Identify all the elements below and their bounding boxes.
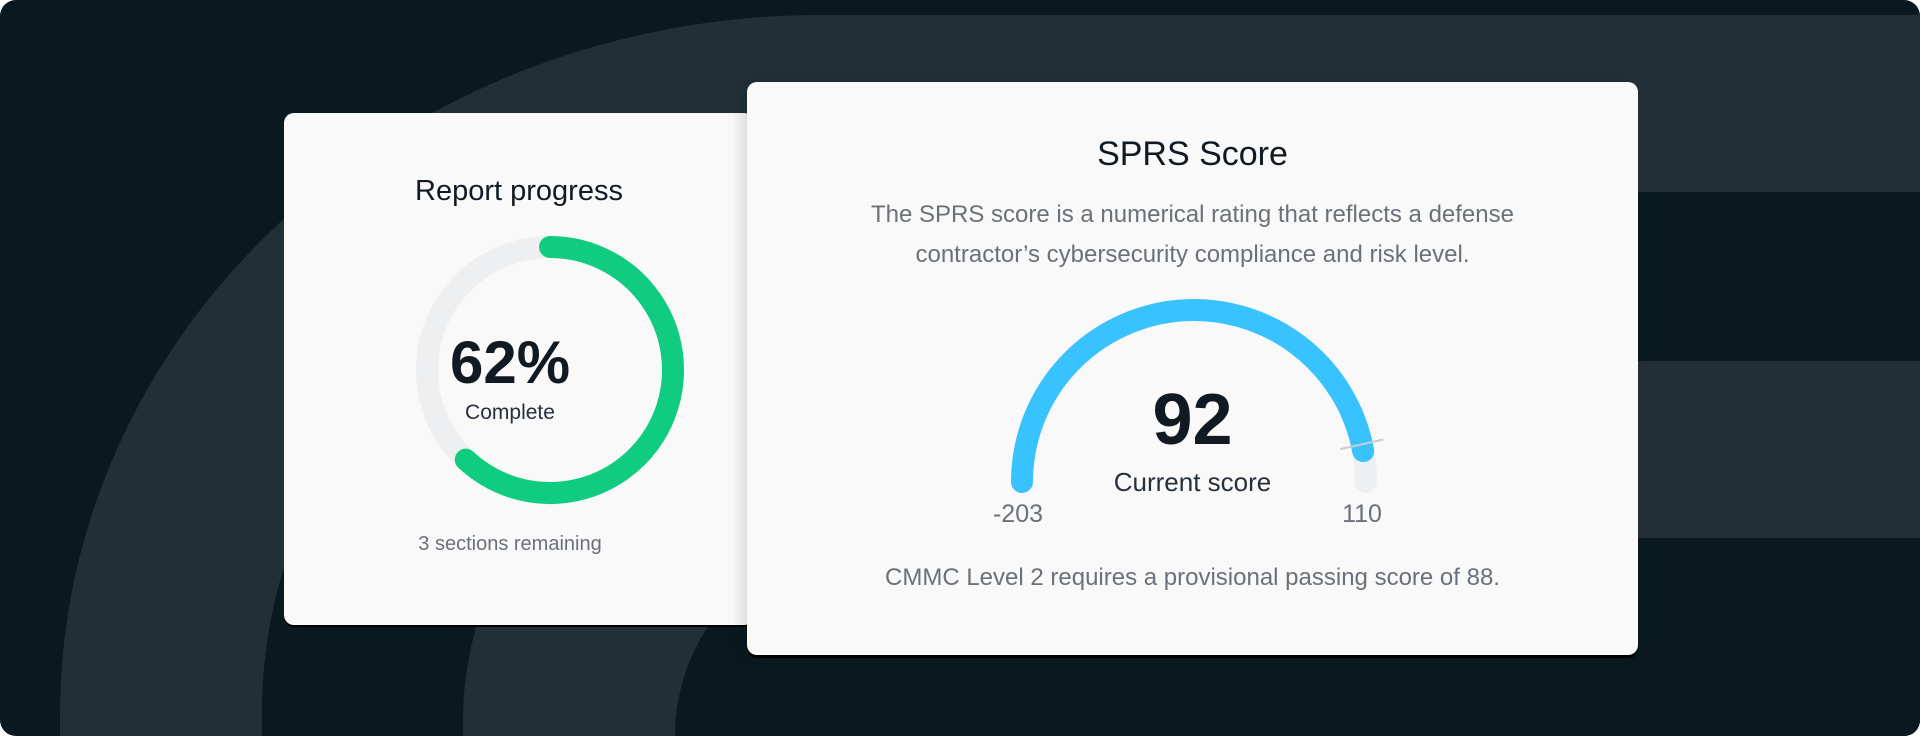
report-progress-card: Report progress 62% Complete 3 sections … [284,113,754,625]
progress-percent: 62% [449,329,571,396]
card-title: SPRS Score [1097,135,1288,173]
passing-score-note: CMMC Level 2 requires a provisional pass… [885,564,1500,591]
gauge-max-label: 110 [1342,500,1382,528]
progress-ring [416,236,684,504]
card-title: Report progress [415,175,623,207]
gauge-min-label: -203 [992,500,1044,528]
score-gauge [1011,299,1384,493]
sprs-score-card: SPRS Score The SPRS score is a numerical… [747,82,1638,655]
progress-status: Complete [465,401,555,424]
sections-remaining: 3 sections remaining [418,533,602,555]
progress-ring-fill [454,236,684,504]
current-score: 92 [1152,380,1233,460]
current-score-caption: Current score [1113,467,1272,497]
description-line: contractor’s cybersecurity compliance an… [915,241,1470,268]
gauge-fill [1011,299,1375,493]
description-line: The SPRS score is a numerical rating tha… [871,201,1514,228]
passing-score-marker [1340,438,1384,451]
